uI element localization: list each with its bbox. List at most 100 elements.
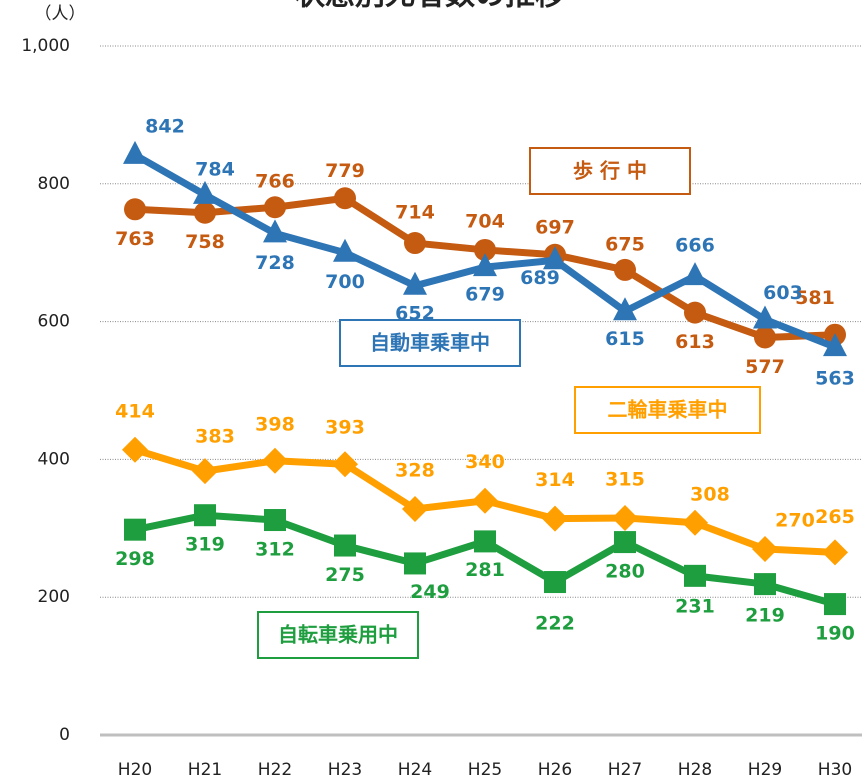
y-axis-label: （人） xyxy=(35,4,86,24)
legend-box xyxy=(574,386,761,434)
point xyxy=(473,253,497,277)
point xyxy=(614,531,636,554)
legend-box xyxy=(257,611,419,659)
point xyxy=(194,201,216,224)
point xyxy=(752,535,778,562)
x-tick-label: H30 xyxy=(818,760,852,780)
point xyxy=(123,140,147,164)
point xyxy=(822,539,848,566)
data-label: 603 xyxy=(763,282,803,304)
data-label: 842 xyxy=(145,115,185,137)
point xyxy=(264,196,286,219)
data-label: 697 xyxy=(535,216,575,238)
data-label: 315 xyxy=(605,468,645,490)
y-tick-label: 800 xyxy=(38,174,70,194)
data-label: 779 xyxy=(325,160,365,182)
data-label: 689 xyxy=(520,267,560,289)
x-tick-label: H24 xyxy=(398,760,432,780)
data-label: 270 xyxy=(775,509,815,531)
point xyxy=(194,504,216,527)
point xyxy=(332,451,358,478)
x-tick-label: H22 xyxy=(258,760,292,780)
x-tick-label: H26 xyxy=(538,760,572,780)
x-tick-label: H21 xyxy=(188,760,222,780)
point xyxy=(683,262,707,286)
data-label: 281 xyxy=(465,559,505,581)
point xyxy=(684,564,706,587)
data-label: 319 xyxy=(185,534,225,556)
point xyxy=(753,305,777,329)
data-label: 615 xyxy=(605,328,645,350)
data-label: 763 xyxy=(115,228,155,250)
data-label: 704 xyxy=(465,210,505,232)
y-tick-label: 1,000 xyxy=(21,36,70,56)
point xyxy=(824,593,846,616)
point xyxy=(404,552,426,575)
y-tick-label: 0 xyxy=(59,725,70,745)
point xyxy=(262,447,288,474)
data-label: 577 xyxy=(745,356,785,378)
point xyxy=(474,530,496,553)
data-label: 308 xyxy=(690,483,730,505)
data-label: 766 xyxy=(255,171,295,193)
data-label: 679 xyxy=(465,284,505,306)
point xyxy=(263,219,287,243)
point xyxy=(192,458,218,485)
x-tick-label: H29 xyxy=(748,760,782,780)
data-label: 563 xyxy=(815,368,855,390)
data-label: 222 xyxy=(535,613,575,635)
point xyxy=(193,180,217,204)
point xyxy=(754,326,776,349)
data-label: 398 xyxy=(255,413,295,435)
data-label: 613 xyxy=(675,331,715,353)
point xyxy=(543,246,567,270)
data-label: 265 xyxy=(815,506,855,528)
point xyxy=(823,333,847,357)
data-label: 249 xyxy=(410,581,450,603)
point xyxy=(542,505,568,532)
data-label: 314 xyxy=(535,469,575,491)
data-label: 280 xyxy=(605,561,645,583)
point xyxy=(613,297,637,321)
point xyxy=(403,271,427,295)
data-label: 393 xyxy=(325,417,365,439)
legend-label: 二輪車乗車中 xyxy=(608,398,728,422)
data-label: 666 xyxy=(675,235,715,257)
legend-box xyxy=(529,147,691,195)
legend-label: 自転車乗用中 xyxy=(278,623,398,647)
point xyxy=(334,534,356,557)
legend-label: 自動車乗車中 xyxy=(370,331,490,355)
data-label: 190 xyxy=(815,623,855,645)
data-label: 312 xyxy=(255,539,295,561)
point xyxy=(124,518,146,541)
x-tick-label: H28 xyxy=(678,760,712,780)
data-label: 728 xyxy=(255,252,295,274)
data-label: 581 xyxy=(795,287,835,309)
data-label: 714 xyxy=(395,202,435,224)
point xyxy=(333,238,357,262)
data-label: 340 xyxy=(465,451,505,473)
data-label: 784 xyxy=(195,158,235,180)
point xyxy=(682,509,708,536)
point xyxy=(334,187,356,210)
point xyxy=(612,504,638,531)
x-tick-label: H25 xyxy=(468,760,502,780)
point xyxy=(754,573,776,596)
x-tick-label: H20 xyxy=(118,760,152,780)
point xyxy=(684,301,706,324)
data-label: 231 xyxy=(675,595,715,617)
point xyxy=(264,509,286,532)
point xyxy=(544,571,566,594)
x-tick-label: H23 xyxy=(328,760,362,780)
data-label: 675 xyxy=(605,233,645,255)
data-label: 414 xyxy=(115,400,155,422)
data-label: 328 xyxy=(395,460,435,482)
data-label: 275 xyxy=(325,564,365,586)
point xyxy=(472,487,498,514)
data-label: 652 xyxy=(395,302,435,324)
data-label: 700 xyxy=(325,271,365,293)
x-tick-label: H27 xyxy=(608,760,642,780)
point xyxy=(474,238,496,261)
point xyxy=(122,436,148,463)
